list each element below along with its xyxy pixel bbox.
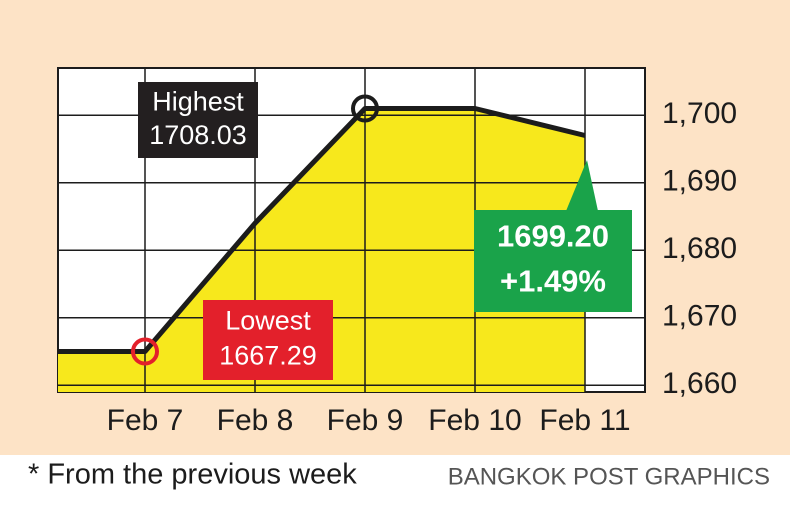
annotation-text: 1708.03 xyxy=(149,120,247,150)
highest-marker xyxy=(351,94,379,123)
footnote: * From the previous week xyxy=(28,459,357,491)
annotation-box xyxy=(474,210,632,312)
line xyxy=(58,106,586,354)
annotation-pointer xyxy=(566,160,598,211)
x-tick-label: Feb 7 xyxy=(107,404,184,437)
y-tick-label: 1,680 xyxy=(662,232,737,265)
annotation-text: 1667.29 xyxy=(219,341,317,371)
credit: BANGKOK POST GRAPHICS xyxy=(448,463,770,490)
x-tick-label: Feb 11 xyxy=(539,404,630,437)
annotation-text: Highest xyxy=(152,86,244,116)
y-tick-label: 1,670 xyxy=(662,300,737,333)
annotation-text: +1.49% xyxy=(500,264,606,299)
x-tick-label: Feb 10 xyxy=(428,404,521,437)
annotation-box xyxy=(203,300,333,380)
lowest-marker xyxy=(131,337,159,366)
annotation-text: 1699.20 xyxy=(497,219,609,254)
y-tick-label: 1,690 xyxy=(662,165,737,198)
annotation-box xyxy=(138,82,258,158)
plot-layer: 1,660 1,670 1,680 1,690 1,700 Feb 7 Feb 8 Feb 9… xyxy=(58,68,737,437)
y-tick-label: 1,660 xyxy=(662,367,737,400)
x-tick-label: Feb 9 xyxy=(327,404,404,437)
x-tick-label: Feb 8 xyxy=(217,404,294,437)
y-tick-label: 1,700 xyxy=(662,97,737,130)
annotation-text: Lowest xyxy=(225,306,311,336)
